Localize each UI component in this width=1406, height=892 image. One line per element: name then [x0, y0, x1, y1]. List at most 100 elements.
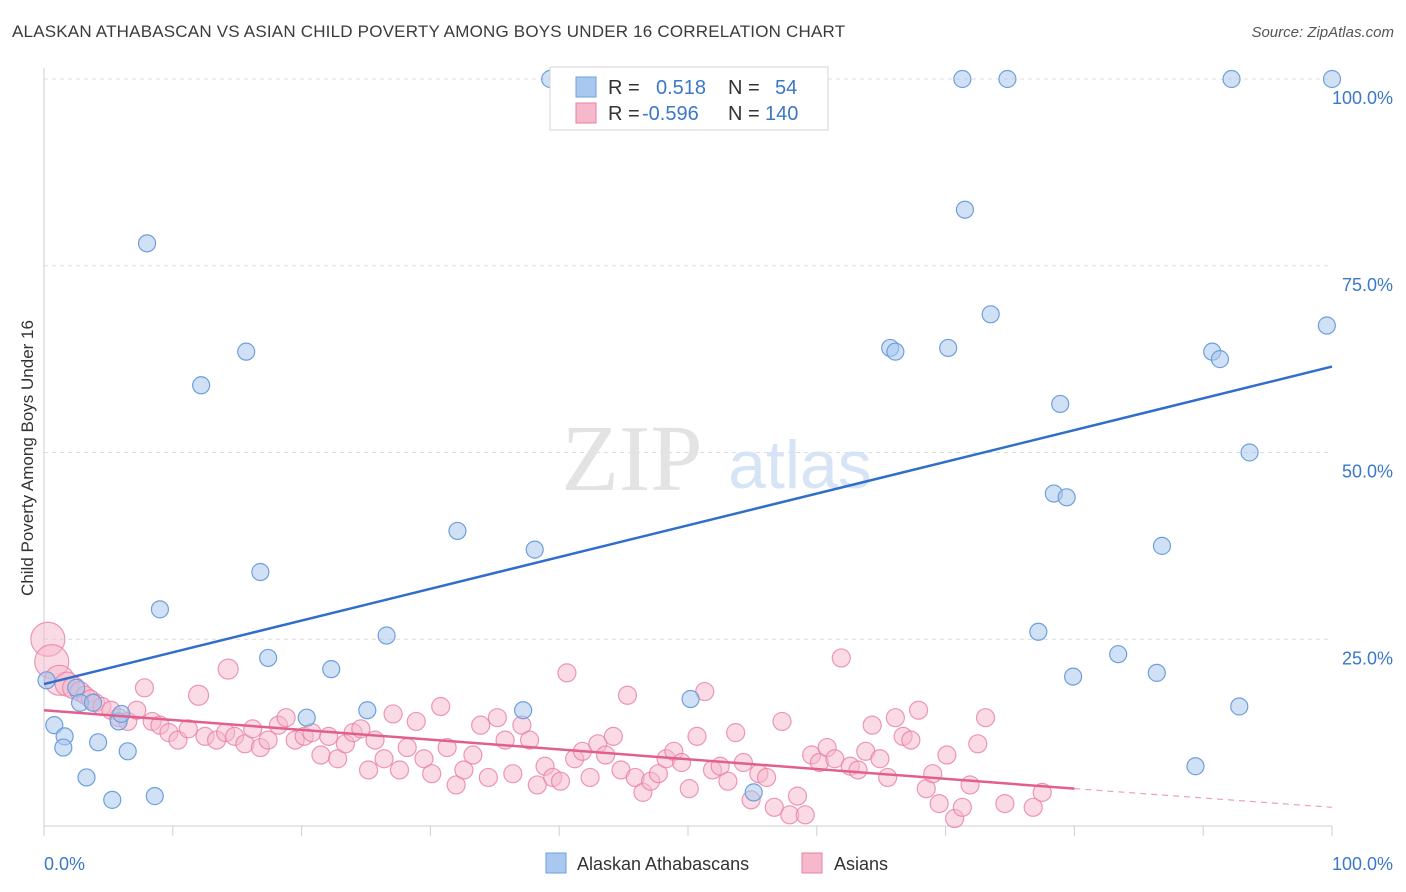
asians-point [557, 663, 577, 683]
athabascan-point [1057, 488, 1076, 507]
chart-source: Source: ZipAtlas.com [1251, 24, 1394, 41]
asians-point [862, 715, 882, 735]
asians-point [952, 797, 972, 817]
asians-trend-line [43, 708, 1075, 790]
trend-lines [43, 365, 1333, 808]
asians-point [328, 749, 348, 769]
athabascan-point [259, 648, 278, 668]
stats-r-value-blue: 0.518 [656, 77, 706, 99]
asians-point [825, 749, 845, 769]
asians-point [389, 760, 410, 780]
asians-point [431, 696, 451, 717]
asians-point [134, 678, 155, 698]
athabascan-point [939, 338, 958, 358]
athabascan-point [953, 69, 972, 89]
stats-n-label-blue: N = [728, 77, 760, 99]
asians-point [178, 719, 198, 739]
asians-point [414, 749, 434, 769]
athabascan-point [118, 742, 137, 761]
athabascan-point [1210, 350, 1230, 369]
athabascan-points [37, 69, 1342, 809]
asians-point [848, 760, 868, 780]
asians-point [901, 730, 921, 750]
asians-point [478, 767, 498, 788]
legend-swatch-athabascans [545, 852, 567, 874]
athabascan-point [237, 342, 256, 361]
asians-point [995, 793, 1015, 814]
x-tick-label: 100.0% [1332, 854, 1393, 874]
stats-legend: R = 0.518 N = 54 R = -0.596 N = 140 [549, 66, 829, 131]
y-tick-label: 100.0% [1332, 88, 1393, 108]
asians-point [422, 764, 442, 784]
series-legend: Alaskan Athabascans Asians [545, 852, 888, 874]
tick-labels: 25.0% 50.0% 75.0% 100.0% 0.0% 100.0% [44, 88, 1393, 874]
asians-point [463, 745, 483, 765]
asians-point [603, 726, 623, 746]
watermark-atlas: atlas [728, 427, 872, 503]
athabascan-point [77, 768, 96, 787]
chart-title: ALASKAN ATHABASCAN VS ASIAN CHILD POVERT… [12, 22, 846, 41]
legend-label-athabascans: Alaskan Athabascans [577, 854, 749, 874]
athabascan-point [297, 708, 316, 727]
stats-n-value-pink: 140 [765, 103, 798, 125]
asians-point [446, 775, 466, 795]
asians-point [617, 685, 638, 705]
legend-swatch-asians [801, 852, 823, 874]
asians-point [454, 760, 474, 780]
athabascan-point [514, 701, 533, 720]
athabascan-point [1064, 667, 1083, 686]
asians-point [718, 771, 738, 791]
y-axis-title: Child Poverty Among Boys Under 16 [18, 320, 37, 596]
athabascan-point [1230, 697, 1249, 716]
asians-point [503, 764, 523, 784]
asians-points [30, 621, 1052, 829]
asians-point [870, 749, 890, 769]
athabascan-point [251, 562, 270, 582]
asians-point [1023, 797, 1043, 817]
asians-point [772, 711, 792, 732]
stats-r-value-pink: -0.596 [642, 103, 699, 125]
athabascan-point [358, 701, 377, 720]
athabascan-point [377, 626, 396, 645]
asians-point [687, 726, 707, 746]
athabascan-point [192, 376, 211, 395]
asians-point [878, 767, 898, 788]
asians-point [756, 767, 777, 788]
athabascan-point [998, 69, 1017, 89]
asians-point [437, 737, 457, 758]
asians-point [319, 726, 339, 746]
athabascan-point [112, 704, 131, 724]
asians-point [406, 711, 426, 732]
asians-point [276, 708, 296, 728]
asians-point [960, 775, 980, 795]
athabascan-point [1109, 645, 1128, 664]
stats-r-label-blue: R = [608, 77, 640, 99]
athabascan-trend-line [43, 365, 1333, 686]
asians-point [679, 779, 699, 799]
asians-point [383, 704, 403, 724]
axes [43, 68, 1333, 836]
asians-point [550, 771, 571, 791]
asians-point [397, 737, 417, 758]
asians-point [595, 745, 616, 765]
asians-point [795, 805, 815, 825]
asians-point [1032, 782, 1052, 802]
athabascan-point [955, 200, 975, 219]
asians-point [580, 767, 600, 788]
stats-n-label-pink: N = [728, 103, 760, 125]
asians-point [908, 700, 929, 720]
athabascan-point [83, 693, 103, 712]
asians-point [187, 684, 210, 706]
asians-point [487, 708, 507, 728]
asians-point [358, 760, 379, 780]
asians-point [671, 752, 692, 773]
athabascan-point [525, 540, 544, 559]
athabascan-point [1240, 443, 1259, 462]
asians-point [923, 764, 943, 784]
athabascan-point [1029, 622, 1048, 641]
athabascan-point [1152, 536, 1172, 555]
athabascan-point [1186, 757, 1205, 776]
asians-point [726, 723, 746, 743]
athabascan-point [744, 783, 763, 802]
